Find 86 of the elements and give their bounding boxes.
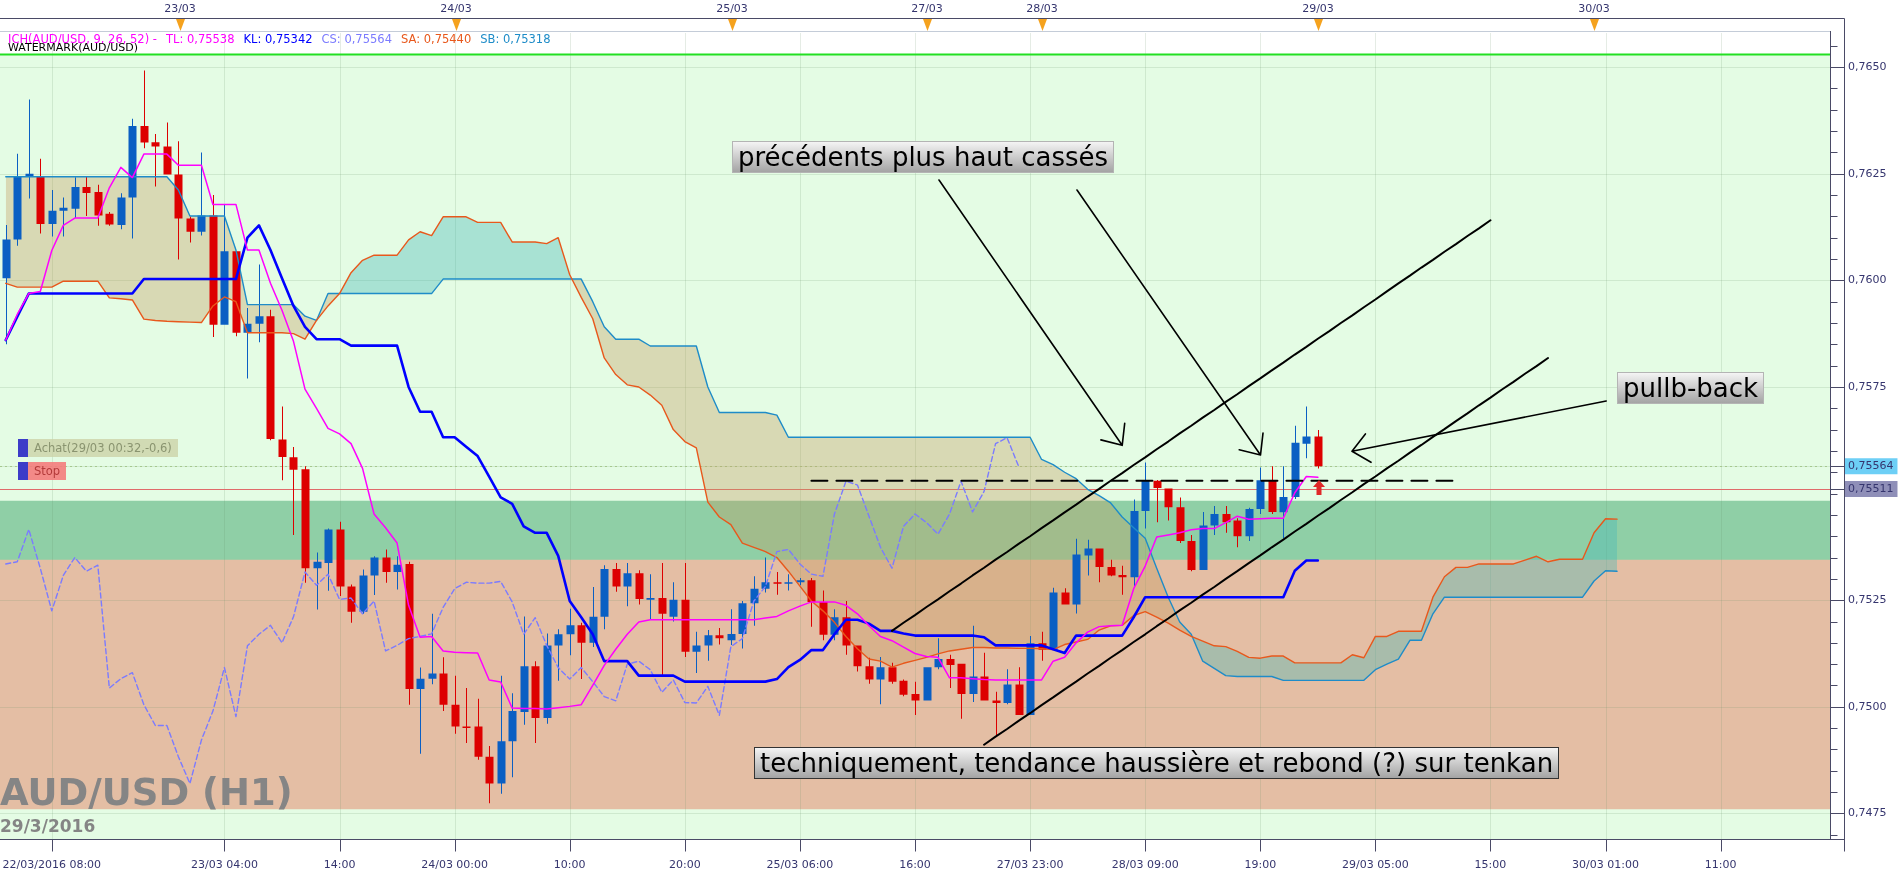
candlestick <box>508 693 517 778</box>
candlestick <box>715 627 724 645</box>
candlestick <box>692 631 701 674</box>
x-tick-label: 20:00 <box>668 858 701 872</box>
candlestick <box>255 264 264 343</box>
candlestick <box>658 563 667 677</box>
x-tick-label: 10:00 <box>553 858 586 872</box>
text: 29/3/2016 <box>0 816 96 836</box>
candlestick <box>612 563 621 592</box>
candlestick <box>1118 565 1127 595</box>
candlestick <box>876 656 885 705</box>
candlestick <box>600 565 609 630</box>
candlestick <box>474 698 483 760</box>
candlestick <box>1233 518 1242 548</box>
y-tick-label: 0,75564 <box>1848 459 1894 473</box>
x-tick-label: 15:00 <box>1474 858 1507 872</box>
candlestick <box>566 608 575 656</box>
text: SB: 0,75318 <box>480 31 551 48</box>
text: 23/03 <box>164 2 196 16</box>
x-tick-label: 19:00 <box>1244 858 1277 872</box>
candlestick <box>485 746 494 804</box>
candlestick <box>554 629 563 681</box>
text: 24/03 <box>440 2 472 16</box>
candlestick <box>313 552 322 610</box>
candlestick <box>623 563 632 607</box>
candlestick <box>1153 479 1162 523</box>
text: CS: 0,75564 <box>321 31 392 48</box>
x-tick-label: 16:00 <box>899 858 931 872</box>
annotation: techniquement, tendance haussière et rebond (?) sur tenkan <box>754 747 1560 779</box>
x-tick-label: 22/03/2016 08:00 <box>2 858 102 872</box>
y-tick-label: 0,7525 <box>1848 593 1887 607</box>
candlestick <box>462 688 471 744</box>
candlestick <box>1314 430 1323 469</box>
y-tick-label: 0,7625 <box>1848 166 1887 180</box>
candlestick <box>140 70 149 149</box>
text: 30/03 <box>1578 2 1610 16</box>
candlestick <box>25 99 34 199</box>
text: 28/03 <box>1026 2 1058 16</box>
candlestick <box>1302 406 1311 459</box>
x-tick-label: 14:00 <box>323 858 356 872</box>
y-tick-label: 0,7600 <box>1848 273 1887 287</box>
candlestick <box>151 134 160 187</box>
candlestick <box>497 675 506 794</box>
x-tick-label: 28/03 09:00 <box>1111 858 1179 872</box>
x-tick-label: 25/03 06:00 <box>766 858 834 872</box>
candlestick <box>888 662 897 684</box>
candlestick <box>773 572 782 595</box>
text: 27/03 <box>911 2 943 16</box>
y-tick-label: 0,7575 <box>1848 379 1887 393</box>
y-tick-label: 0,7500 <box>1848 699 1887 713</box>
annotation: Stop <box>28 462 67 480</box>
text: SA: 0,75440 <box>400 31 472 48</box>
y-tick-label: 0,7475 <box>1848 806 1887 820</box>
y-tick-label: 0,7650 <box>1848 59 1887 73</box>
annotation: Achat(29/03 00:32,-0,6) <box>28 439 178 457</box>
candlestick <box>2 224 11 345</box>
candlestick <box>577 622 586 680</box>
candlestick <box>1210 505 1219 535</box>
text: 25/03 <box>716 2 748 16</box>
annotation: précédents plus haut cassés <box>732 141 1115 173</box>
text: KL: 0,75342 <box>243 31 313 48</box>
x-tick-label: 11:00 <box>1704 858 1737 872</box>
candlestick <box>82 176 91 216</box>
candlestick <box>48 189 57 237</box>
candlestick <box>635 570 644 605</box>
candlestick <box>646 574 655 620</box>
x-tick-label: 30/03 01:00 <box>1572 858 1640 872</box>
x-tick-label: 27/03 23:00 <box>996 858 1064 872</box>
text: AUD/USD (H1) <box>0 771 293 814</box>
x-tick-label: 23/03 04:00 <box>190 858 258 872</box>
candlestick <box>1164 488 1173 521</box>
text: 29/03 <box>1302 2 1334 16</box>
y-tick-label: 0,75511 <box>1848 481 1894 495</box>
x-tick-label: 29/03 05:00 <box>1341 858 1409 872</box>
candlestick <box>416 667 425 754</box>
candlestick <box>784 574 793 591</box>
x-tick-label: 24/03 00:00 <box>421 858 489 872</box>
candlestick <box>71 177 80 219</box>
candlestick <box>289 447 298 535</box>
candlestick <box>336 521 345 596</box>
annotation: pullb-back <box>1617 372 1765 404</box>
candlestick <box>992 691 1001 736</box>
candlestick <box>946 654 955 689</box>
text: TL: 0,75538 <box>165 31 235 48</box>
candlestick <box>865 657 874 684</box>
candlestick <box>278 406 287 481</box>
